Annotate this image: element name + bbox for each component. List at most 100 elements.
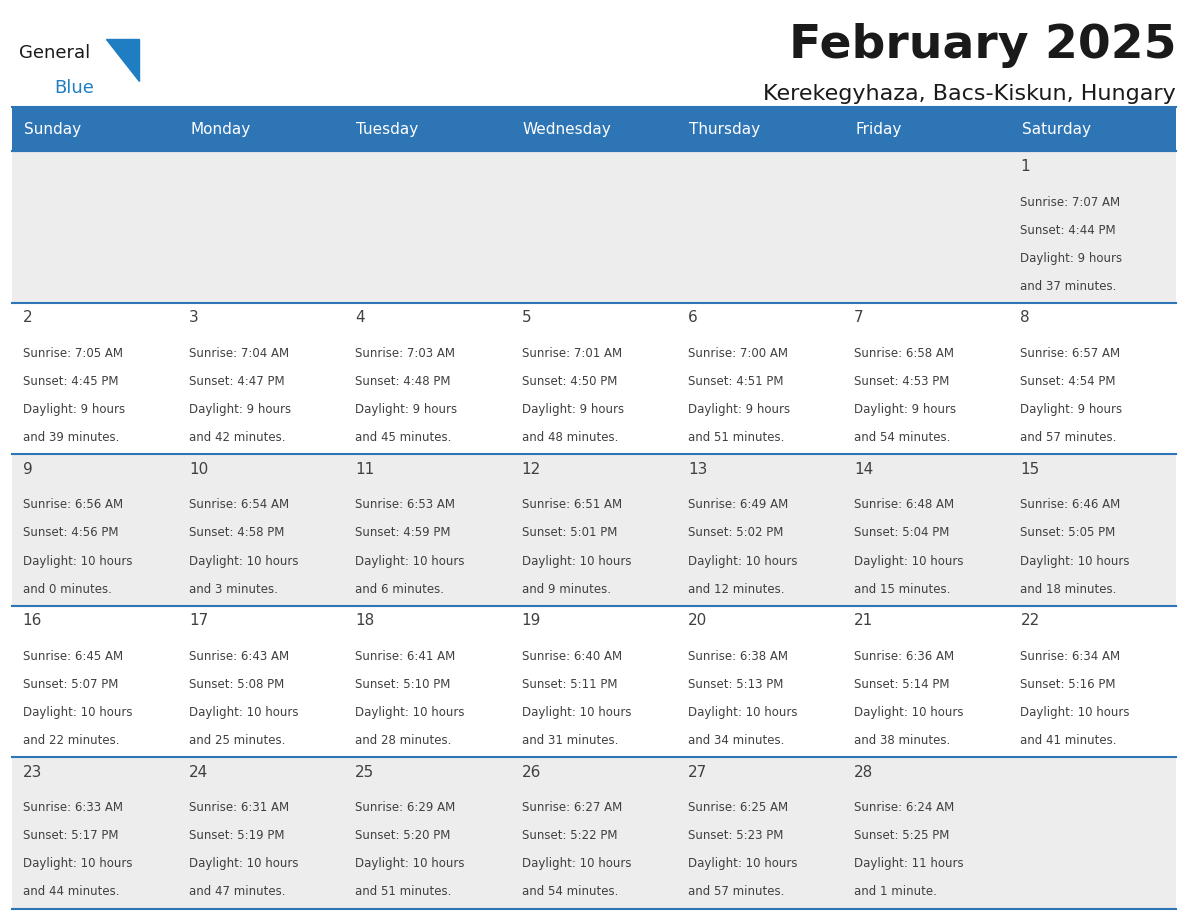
Text: Daylight: 10 hours: Daylight: 10 hours (688, 706, 797, 719)
Text: Daylight: 9 hours: Daylight: 9 hours (522, 403, 624, 416)
Text: and 37 minutes.: and 37 minutes. (1020, 280, 1117, 293)
Text: Sunset: 4:47 PM: Sunset: 4:47 PM (189, 375, 284, 388)
Text: Sunrise: 6:34 AM: Sunrise: 6:34 AM (1020, 650, 1120, 663)
Text: and 57 minutes.: and 57 minutes. (1020, 431, 1117, 444)
Bar (677, 757, 843, 909)
Bar (677, 107, 843, 151)
Text: and 31 minutes.: and 31 minutes. (522, 734, 618, 747)
Text: Sunrise: 6:41 AM: Sunrise: 6:41 AM (355, 650, 455, 663)
Text: Sunset: 5:14 PM: Sunset: 5:14 PM (854, 678, 949, 691)
Text: Daylight: 10 hours: Daylight: 10 hours (522, 706, 631, 719)
Text: Daylight: 10 hours: Daylight: 10 hours (854, 554, 963, 567)
Text: 14: 14 (854, 462, 873, 476)
Text: Sunrise: 6:58 AM: Sunrise: 6:58 AM (854, 347, 954, 360)
Text: 24: 24 (189, 765, 208, 779)
Text: and 51 minutes.: and 51 minutes. (688, 431, 784, 444)
Text: Daylight: 9 hours: Daylight: 9 hours (1020, 403, 1123, 416)
Bar (178, 606, 345, 757)
Text: 17: 17 (189, 613, 208, 628)
Text: Sunset: 5:19 PM: Sunset: 5:19 PM (189, 830, 284, 843)
Text: 7: 7 (854, 310, 864, 325)
Text: Sunrise: 6:56 AM: Sunrise: 6:56 AM (23, 498, 122, 511)
Text: Sunrise: 6:45 AM: Sunrise: 6:45 AM (23, 650, 122, 663)
Text: General: General (19, 44, 90, 62)
Text: Daylight: 10 hours: Daylight: 10 hours (688, 554, 797, 567)
Bar (511, 757, 677, 909)
Text: Daylight: 9 hours: Daylight: 9 hours (854, 403, 956, 416)
Text: Daylight: 10 hours: Daylight: 10 hours (355, 554, 465, 567)
Text: Sunset: 5:10 PM: Sunset: 5:10 PM (355, 678, 450, 691)
Bar (345, 757, 511, 909)
Text: Daylight: 9 hours: Daylight: 9 hours (23, 403, 125, 416)
Bar (843, 606, 1010, 757)
Text: and 41 minutes.: and 41 minutes. (1020, 734, 1117, 747)
Text: Sunrise: 6:46 AM: Sunrise: 6:46 AM (1020, 498, 1120, 511)
Text: Sunset: 4:48 PM: Sunset: 4:48 PM (355, 375, 450, 388)
Text: Daylight: 10 hours: Daylight: 10 hours (189, 857, 298, 870)
Text: 28: 28 (854, 765, 873, 779)
Text: 18: 18 (355, 613, 374, 628)
Text: Daylight: 10 hours: Daylight: 10 hours (522, 554, 631, 567)
Text: Sunset: 4:44 PM: Sunset: 4:44 PM (1020, 224, 1116, 237)
Text: Friday: Friday (855, 122, 902, 137)
Text: 26: 26 (522, 765, 541, 779)
Text: Daylight: 9 hours: Daylight: 9 hours (355, 403, 457, 416)
Bar (345, 151, 511, 303)
Text: and 34 minutes.: and 34 minutes. (688, 734, 784, 747)
Text: and 51 minutes.: and 51 minutes. (355, 886, 451, 899)
Text: Daylight: 10 hours: Daylight: 10 hours (1020, 554, 1130, 567)
Text: Sunrise: 6:24 AM: Sunrise: 6:24 AM (854, 801, 954, 814)
Text: and 1 minute.: and 1 minute. (854, 886, 937, 899)
Text: Sunset: 5:11 PM: Sunset: 5:11 PM (522, 678, 617, 691)
Text: 13: 13 (688, 462, 707, 476)
Text: Daylight: 10 hours: Daylight: 10 hours (189, 706, 298, 719)
Text: Sunset: 5:20 PM: Sunset: 5:20 PM (355, 830, 450, 843)
Text: 11: 11 (355, 462, 374, 476)
Text: and 39 minutes.: and 39 minutes. (23, 431, 119, 444)
Text: and 6 minutes.: and 6 minutes. (355, 583, 444, 596)
Bar (843, 107, 1010, 151)
Text: Sunset: 4:50 PM: Sunset: 4:50 PM (522, 375, 617, 388)
Text: 9: 9 (23, 462, 32, 476)
Text: Sunset: 4:45 PM: Sunset: 4:45 PM (23, 375, 118, 388)
Text: 16: 16 (23, 613, 42, 628)
Text: 1: 1 (1020, 159, 1030, 174)
Text: Sunrise: 6:48 AM: Sunrise: 6:48 AM (854, 498, 954, 511)
Text: and 3 minutes.: and 3 minutes. (189, 583, 278, 596)
Bar (677, 303, 843, 454)
Bar (178, 757, 345, 909)
Text: Sunrise: 7:03 AM: Sunrise: 7:03 AM (355, 347, 455, 360)
Bar (843, 303, 1010, 454)
Text: Sunset: 5:16 PM: Sunset: 5:16 PM (1020, 678, 1116, 691)
Text: 19: 19 (522, 613, 541, 628)
Text: 4: 4 (355, 310, 365, 325)
Text: and 42 minutes.: and 42 minutes. (189, 431, 285, 444)
Text: and 48 minutes.: and 48 minutes. (522, 431, 618, 444)
Bar (12, 454, 178, 606)
Text: Daylight: 9 hours: Daylight: 9 hours (688, 403, 790, 416)
Bar (1010, 303, 1176, 454)
Text: Sunrise: 7:05 AM: Sunrise: 7:05 AM (23, 347, 122, 360)
Text: 5: 5 (522, 310, 531, 325)
Text: Sunset: 5:25 PM: Sunset: 5:25 PM (854, 830, 949, 843)
Text: 22: 22 (1020, 613, 1040, 628)
Text: Sunset: 5:13 PM: Sunset: 5:13 PM (688, 678, 783, 691)
Bar (12, 303, 178, 454)
Text: 21: 21 (854, 613, 873, 628)
Text: Daylight: 10 hours: Daylight: 10 hours (23, 554, 132, 567)
Text: Sunrise: 6:49 AM: Sunrise: 6:49 AM (688, 498, 788, 511)
Text: Daylight: 10 hours: Daylight: 10 hours (522, 857, 631, 870)
Text: 20: 20 (688, 613, 707, 628)
Bar (345, 454, 511, 606)
Text: Sunrise: 6:36 AM: Sunrise: 6:36 AM (854, 650, 954, 663)
Bar (1010, 606, 1176, 757)
Bar (843, 454, 1010, 606)
Text: and 45 minutes.: and 45 minutes. (355, 431, 451, 444)
Text: and 57 minutes.: and 57 minutes. (688, 886, 784, 899)
Bar (1010, 454, 1176, 606)
Bar (178, 303, 345, 454)
Bar (178, 107, 345, 151)
Text: Daylight: 10 hours: Daylight: 10 hours (189, 554, 298, 567)
Text: Daylight: 10 hours: Daylight: 10 hours (688, 857, 797, 870)
Bar (1010, 151, 1176, 303)
